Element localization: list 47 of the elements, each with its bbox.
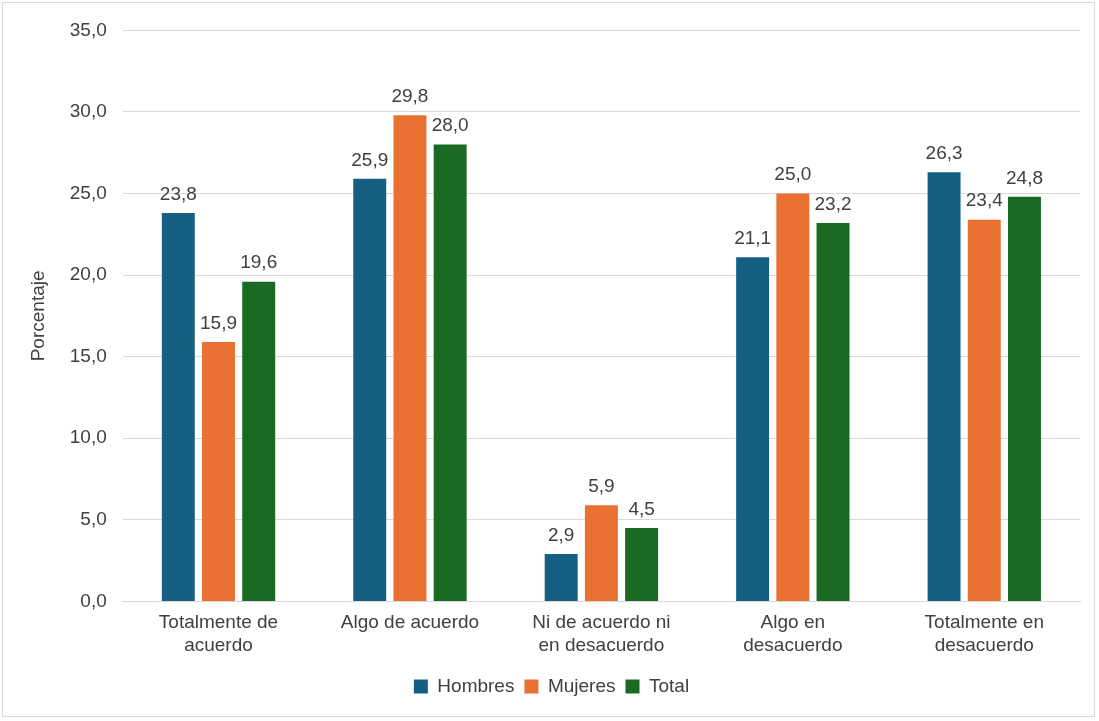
- data-label: 28,0: [431, 114, 469, 136]
- bar: [776, 193, 810, 601]
- y-tick-label: 20,0: [69, 263, 107, 285]
- bar: [393, 115, 427, 601]
- data-label: 2,9: [547, 523, 575, 545]
- x-tick-label: Ni de acuerdo ni en desacuerdo: [532, 611, 671, 655]
- bar: [967, 219, 1001, 601]
- bar: [353, 178, 387, 601]
- y-tick-label: 25,0: [69, 181, 107, 203]
- bar: [242, 281, 276, 601]
- data-label: 23,4: [965, 189, 1004, 211]
- x-tick-label: Totalmente de acuerdo: [158, 611, 279, 655]
- y-tick-label: 30,0: [69, 100, 107, 122]
- legend-label: Total: [649, 674, 690, 696]
- data-label: 25,9: [351, 148, 389, 170]
- bar: [927, 172, 961, 601]
- x-tick-label: Algo en desacuerdo: [743, 611, 843, 655]
- data-label: 29,8: [391, 84, 429, 106]
- x-tick-label: Algo de acuerdo: [340, 611, 480, 633]
- data-label: 21,1: [734, 226, 772, 248]
- y-tick-label: 35,0: [69, 18, 107, 40]
- bar: [736, 257, 770, 601]
- data-label: 25,0: [774, 163, 812, 185]
- bar: [433, 144, 467, 601]
- data-label: 23,8: [159, 182, 197, 204]
- data-label: 19,6: [240, 251, 278, 273]
- bar: [544, 554, 578, 601]
- bar: [161, 213, 195, 601]
- y-tick-label: 15,0: [69, 344, 107, 366]
- y-tick-label: 10,0: [69, 426, 107, 448]
- legend-label: Hombres: [437, 674, 515, 696]
- data-label: 5,9: [588, 474, 615, 496]
- bar: [625, 527, 659, 601]
- data-label: 4,5: [628, 497, 655, 519]
- data-label: 24,8: [1005, 166, 1043, 188]
- data-label: 15,9: [200, 311, 237, 333]
- x-tick-label: Totalmente en desacuerdo: [924, 611, 1044, 655]
- bar: [584, 505, 618, 601]
- data-label: 23,2: [814, 192, 852, 214]
- legend-label: Mujeres: [547, 674, 616, 696]
- bar: [1008, 196, 1041, 601]
- data-label: 26,3: [925, 142, 963, 164]
- y-tick-label: 5,0: [80, 508, 107, 530]
- y-axis-title: Porcentaje: [26, 270, 48, 362]
- y-tick-label: 0,0: [80, 589, 107, 611]
- bar: [202, 342, 235, 601]
- bar: [816, 222, 850, 601]
